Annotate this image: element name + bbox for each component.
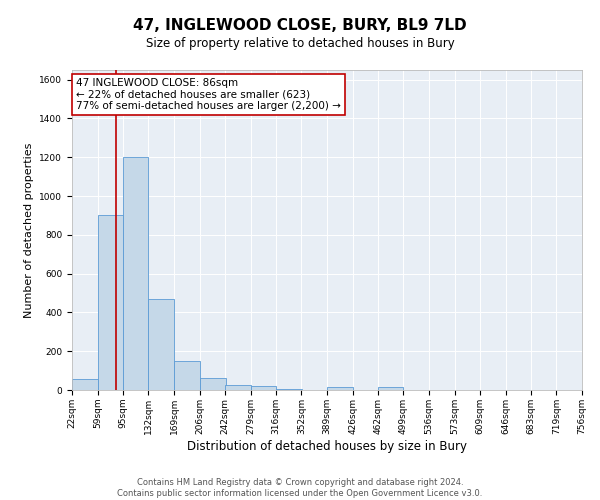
Bar xyxy=(327,386,353,390)
Bar xyxy=(98,216,124,390)
Bar xyxy=(148,299,174,390)
Text: 47 INGLEWOOD CLOSE: 86sqm
← 22% of detached houses are smaller (623)
77% of semi: 47 INGLEWOOD CLOSE: 86sqm ← 22% of detac… xyxy=(76,78,341,111)
Text: Contains HM Land Registry data © Crown copyright and database right 2024.
Contai: Contains HM Land Registry data © Crown c… xyxy=(118,478,482,498)
Bar xyxy=(72,380,98,390)
Bar xyxy=(378,386,403,390)
Bar xyxy=(276,389,302,390)
Y-axis label: Number of detached properties: Number of detached properties xyxy=(24,142,34,318)
Bar xyxy=(200,378,226,390)
X-axis label: Distribution of detached houses by size in Bury: Distribution of detached houses by size … xyxy=(187,440,467,452)
Bar xyxy=(225,384,251,390)
Text: 47, INGLEWOOD CLOSE, BURY, BL9 7LD: 47, INGLEWOOD CLOSE, BURY, BL9 7LD xyxy=(133,18,467,32)
Bar xyxy=(174,361,200,390)
Bar xyxy=(251,386,276,390)
Bar xyxy=(123,158,148,390)
Text: Size of property relative to detached houses in Bury: Size of property relative to detached ho… xyxy=(146,38,454,51)
